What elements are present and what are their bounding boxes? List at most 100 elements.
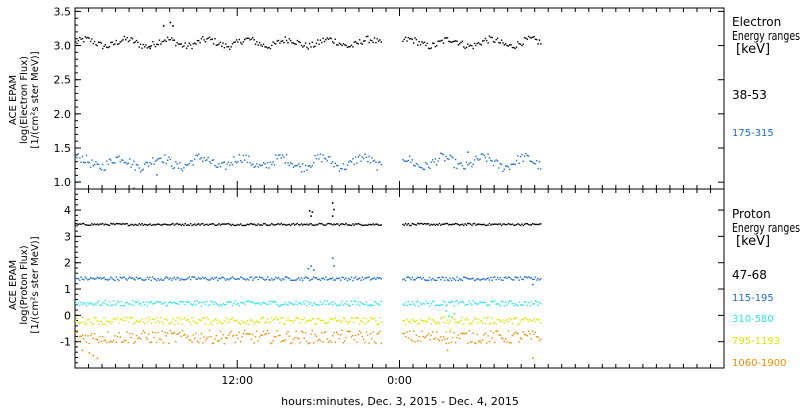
proton-point-3 bbox=[262, 301, 265, 304]
proton-point-4 bbox=[135, 320, 138, 322]
proton-point-4 bbox=[403, 319, 405, 322]
electron-point-1 bbox=[154, 46, 157, 48]
proton-point-5 bbox=[449, 331, 451, 333]
proton-point-2 bbox=[521, 278, 523, 280]
electron-point-2 bbox=[463, 167, 465, 170]
electron-point-2 bbox=[325, 158, 327, 160]
proton-point-4 bbox=[240, 323, 242, 325]
electron-point-1 bbox=[340, 43, 342, 45]
proton-point-2 bbox=[87, 279, 89, 281]
proton-point-3 bbox=[219, 303, 222, 306]
proton-point-2 bbox=[402, 279, 404, 281]
electron-point-2 bbox=[79, 180, 81, 183]
proton-point-5 bbox=[334, 341, 336, 343]
electron-point-1 bbox=[475, 44, 477, 47]
proton-point-1 bbox=[502, 223, 504, 225]
proton-point-1 bbox=[490, 224, 492, 226]
proton-point-3 bbox=[291, 302, 293, 305]
proton-point-2 bbox=[200, 277, 203, 280]
electron-point-2 bbox=[127, 162, 130, 164]
proton-point-1 bbox=[360, 224, 362, 226]
proton-point-3 bbox=[333, 301, 335, 303]
proton-point-4 bbox=[314, 323, 316, 325]
proton-point-3 bbox=[475, 302, 477, 305]
electron-point-1 bbox=[141, 47, 143, 49]
proton-point-3 bbox=[134, 301, 136, 303]
proton-point-4 bbox=[188, 321, 190, 323]
proton-point-1 bbox=[352, 223, 354, 225]
electron-point-1 bbox=[187, 45, 189, 47]
electron-point-1 bbox=[353, 41, 355, 43]
proton-point-4 bbox=[275, 316, 277, 318]
proton-point-2 bbox=[119, 276, 121, 279]
electron-point-1 bbox=[241, 43, 243, 45]
proton-point-3 bbox=[116, 300, 119, 303]
proton-point-1 bbox=[276, 223, 278, 225]
proton-point-3 bbox=[361, 303, 363, 305]
proton-point-2 bbox=[473, 279, 476, 282]
proton-point-5 bbox=[237, 337, 239, 340]
proton-point-1 bbox=[111, 223, 113, 225]
proton-point-4 bbox=[245, 323, 247, 325]
proton-point-1 bbox=[158, 223, 161, 226]
proton-point-1 bbox=[375, 223, 377, 225]
electron-point-1 bbox=[429, 48, 431, 50]
electron-y-tick-label: 1.5 bbox=[54, 142, 72, 155]
proton-point-4 bbox=[103, 317, 105, 319]
proton-point-2 bbox=[131, 277, 134, 279]
electron-point-1 bbox=[363, 40, 365, 42]
electron-point-1 bbox=[430, 47, 432, 49]
proton-point-1 bbox=[449, 223, 451, 226]
proton-point-1 bbox=[235, 224, 238, 226]
proton-point-3 bbox=[218, 305, 220, 307]
electron-point-2 bbox=[418, 166, 420, 168]
proton-point-2 bbox=[532, 278, 534, 280]
proton-point-4 bbox=[152, 318, 154, 320]
electron-point-1 bbox=[300, 44, 303, 47]
proton-point-1 bbox=[208, 223, 211, 225]
proton-point-5 bbox=[135, 334, 138, 337]
electron-point-1 bbox=[492, 40, 495, 43]
proton-point-5 bbox=[499, 334, 501, 336]
electron-point-1 bbox=[158, 39, 161, 41]
proton-point-5 bbox=[513, 333, 515, 335]
proton-point-1 bbox=[233, 224, 235, 226]
proton-point-2 bbox=[321, 277, 323, 280]
proton-point-4 bbox=[344, 317, 346, 320]
proton-point-1 bbox=[467, 222, 469, 225]
electron-point-2 bbox=[123, 161, 126, 164]
proton-point-5 bbox=[285, 333, 288, 335]
proton-point-1 bbox=[229, 223, 231, 226]
electron-point-2 bbox=[445, 155, 447, 158]
electron-point-1 bbox=[149, 47, 151, 50]
proton-point-3 bbox=[102, 301, 104, 304]
electron-point-1 bbox=[245, 37, 247, 40]
proton-point-4 bbox=[338, 319, 341, 321]
proton-point-3 bbox=[138, 303, 140, 305]
proton-point-5 bbox=[183, 334, 185, 336]
proton-point-5 bbox=[357, 333, 359, 336]
electron-point-1 bbox=[377, 40, 380, 42]
proton-point-5 bbox=[160, 338, 162, 341]
proton-point-3 bbox=[444, 301, 446, 304]
electron-point-2 bbox=[296, 164, 299, 167]
proton-point-4 bbox=[185, 319, 188, 321]
proton-point-3 bbox=[80, 301, 82, 304]
proton-point-3 bbox=[357, 301, 359, 303]
proton-point-4 bbox=[479, 321, 481, 323]
electron-point-2 bbox=[323, 157, 326, 160]
proton-point-5 bbox=[409, 330, 411, 332]
electron-point-1 bbox=[269, 47, 272, 50]
electron-point-2 bbox=[349, 160, 351, 162]
electron-point-2 bbox=[467, 164, 469, 166]
proton-point-5 bbox=[242, 333, 245, 335]
proton-point-4 bbox=[121, 318, 123, 320]
proton-point-4 bbox=[164, 318, 166, 321]
proton-point-5 bbox=[75, 332, 77, 334]
proton-point-3 bbox=[89, 302, 92, 304]
electron-point-2 bbox=[417, 163, 419, 166]
electron-point-1 bbox=[473, 42, 476, 45]
proton-point-2 bbox=[421, 278, 423, 280]
proton-point-3 bbox=[313, 302, 315, 304]
proton-point-1 bbox=[371, 224, 373, 226]
